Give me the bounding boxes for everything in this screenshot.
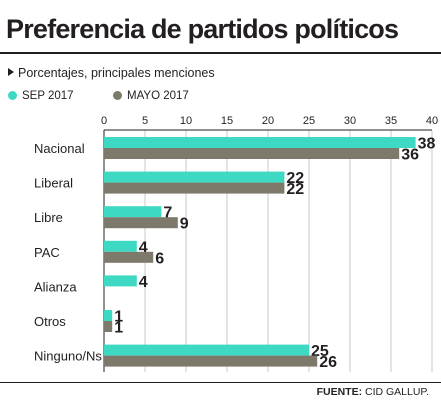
- data-label: 4: [139, 274, 148, 291]
- bar: [104, 251, 154, 263]
- data-label: 22: [286, 181, 304, 198]
- legend-item-sep-2017: SEP 2017: [8, 90, 74, 102]
- bar: [104, 171, 285, 183]
- bar: [104, 275, 137, 287]
- bar: [104, 344, 309, 356]
- bar: [104, 310, 113, 321]
- source-text: CID GALLUP.: [365, 386, 429, 398]
- subtitle-text: Porcentajes, principales menciones: [18, 66, 215, 80]
- bar: [104, 182, 285, 194]
- bar: [104, 355, 318, 367]
- data-label: 1: [114, 320, 123, 337]
- x-tick-label: 5: [142, 115, 148, 127]
- x-tick-label: 20: [262, 115, 274, 127]
- source-note: FUENTE: CID GALLUP.: [317, 386, 429, 398]
- data-label: 4: [139, 239, 148, 256]
- x-tick-label: 35: [385, 115, 397, 127]
- data-label: 6: [155, 250, 164, 267]
- chart-title: Preferencia de partidos políticos: [6, 14, 399, 44]
- data-label: 1: [114, 309, 123, 326]
- legend-item-mayo-2017: MAYO 2017: [113, 90, 189, 102]
- x-tick-label: 15: [221, 115, 233, 127]
- category-label: Alianza: [34, 279, 77, 294]
- chart-subtitle: Porcentajes, principales menciones: [8, 66, 215, 80]
- title-divider: [0, 52, 441, 54]
- data-label: 22: [286, 170, 304, 187]
- legend-swatch-mayo-2017: [113, 91, 122, 100]
- data-label: 26: [319, 354, 337, 371]
- legend-swatch-sep-2017: [8, 91, 17, 100]
- category-label: PAC: [34, 245, 60, 260]
- bar: [104, 240, 137, 252]
- data-label: 9: [180, 216, 189, 233]
- category-label: Liberal: [34, 176, 73, 191]
- x-tick-label: 0: [101, 115, 107, 127]
- bar: [104, 148, 400, 159]
- bar: [104, 321, 113, 332]
- source-label: FUENTE:: [316, 386, 363, 398]
- triangle-bullet-icon: [8, 68, 14, 76]
- data-label: 36: [401, 147, 419, 164]
- category-label: Libre: [34, 210, 63, 225]
- legend-label-mayo-2017: MAYO 2017: [127, 90, 189, 102]
- bar: [104, 206, 162, 218]
- bar: [104, 217, 178, 229]
- data-label: 38: [418, 136, 436, 153]
- category-label: Ninguno/Ns: [34, 349, 102, 364]
- category-label: Otros: [34, 314, 66, 329]
- x-tick-label: 30: [344, 115, 356, 127]
- legend-label-sep-2017: SEP 2017: [22, 90, 74, 102]
- x-tick-label: 40: [426, 115, 438, 127]
- category-label: Nacional: [34, 141, 85, 156]
- x-tick-label: 25: [303, 115, 315, 127]
- data-label: 7: [163, 205, 172, 222]
- bar: [104, 137, 416, 148]
- x-tick-label: 10: [180, 115, 192, 127]
- bottom-divider: [0, 382, 441, 383]
